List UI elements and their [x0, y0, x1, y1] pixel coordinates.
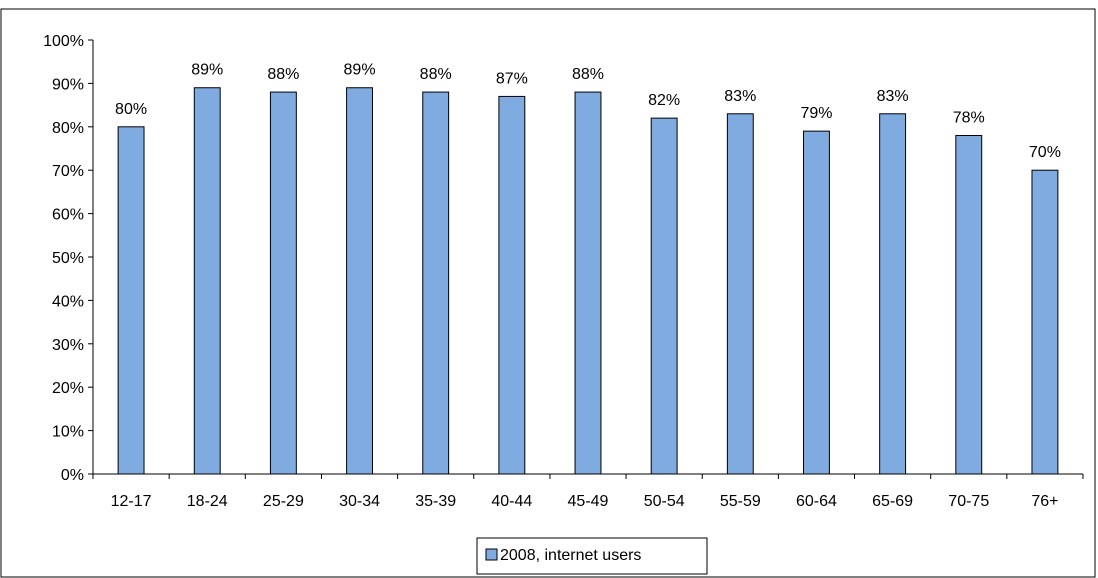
- bar: [1031, 169, 1059, 475]
- y-tick-label: 0%: [61, 467, 84, 484]
- bar-value-label: 78%: [953, 109, 985, 126]
- bars: [117, 87, 1059, 475]
- bar-value-label: 88%: [572, 66, 604, 83]
- bar: [955, 134, 983, 475]
- y-tick-label: 10%: [52, 424, 84, 441]
- y-tick-label: 70%: [52, 163, 84, 180]
- y-tick-label: 40%: [52, 293, 84, 310]
- bar-value-label: 89%: [191, 62, 223, 79]
- legend-label: 2008, internet users: [500, 547, 641, 564]
- bar: [879, 113, 907, 475]
- chart-frame: [0, 8, 1096, 578]
- bar: [193, 87, 221, 475]
- x-tick-label: 50-54: [644, 493, 685, 510]
- x-tick-label: 45-49: [568, 493, 609, 510]
- y-axis: 0% 10% 20% 30% 40% 50% 60% 70% 80% 90% 100%: [43, 33, 94, 484]
- x-tick-label: 18-24: [187, 493, 228, 510]
- bar: [498, 95, 526, 475]
- bar-value-label: 83%: [724, 88, 756, 105]
- y-tick-label: 50%: [52, 250, 84, 267]
- legend-swatch: [485, 548, 498, 561]
- x-tick-label: 40-44: [491, 493, 532, 510]
- y-tick-label: 20%: [52, 380, 84, 397]
- y-tick-label: 30%: [52, 337, 84, 354]
- bar-value-label: 88%: [267, 66, 299, 83]
- bar-value-label: 83%: [877, 88, 909, 105]
- bar: [117, 126, 145, 475]
- x-tick-label: 76+: [1031, 493, 1058, 510]
- legend-box: [476, 537, 708, 575]
- bar: [422, 91, 450, 475]
- x-tick-label: 70-75: [948, 493, 989, 510]
- y-tick-label: 100%: [43, 33, 84, 50]
- x-axis: 12-17 18-24 25-29 30-34 35-39 40-44 45-49 50-54…: [92, 473, 1084, 510]
- x-tick-label: 65-69: [872, 493, 913, 510]
- data-labels: 80% 89% 88% 89% 88% 87% 88% 82% 83% 79% 83% 78% 70%: [115, 62, 1061, 161]
- bar: [574, 91, 602, 475]
- bar-value-label: 89%: [344, 62, 376, 79]
- bar-value-label: 88%: [420, 66, 452, 83]
- x-tick-label: 55-59: [720, 493, 761, 510]
- x-tick-label: 35-39: [415, 493, 456, 510]
- y-tick-label: 90%: [52, 76, 84, 93]
- bar: [346, 87, 373, 475]
- bar: [803, 130, 830, 475]
- bar-value-label: 70%: [1029, 144, 1061, 161]
- legend: 2008, internet users: [476, 537, 708, 575]
- y-tick-label: 80%: [52, 120, 84, 137]
- bar: [650, 117, 678, 475]
- y-tick-label: 60%: [52, 207, 84, 224]
- bar-value-label: 87%: [496, 70, 528, 87]
- bar-value-label: 79%: [800, 105, 832, 122]
- x-tick-label: 12-17: [111, 493, 152, 510]
- x-tick-label: 30-34: [339, 493, 380, 510]
- x-tick-label: 25-29: [263, 493, 304, 510]
- x-tick-label: 60-64: [796, 493, 837, 510]
- bar-value-label: 80%: [115, 101, 147, 118]
- bar: [269, 91, 297, 475]
- bar: [726, 113, 754, 475]
- bar-value-label: 82%: [648, 92, 680, 109]
